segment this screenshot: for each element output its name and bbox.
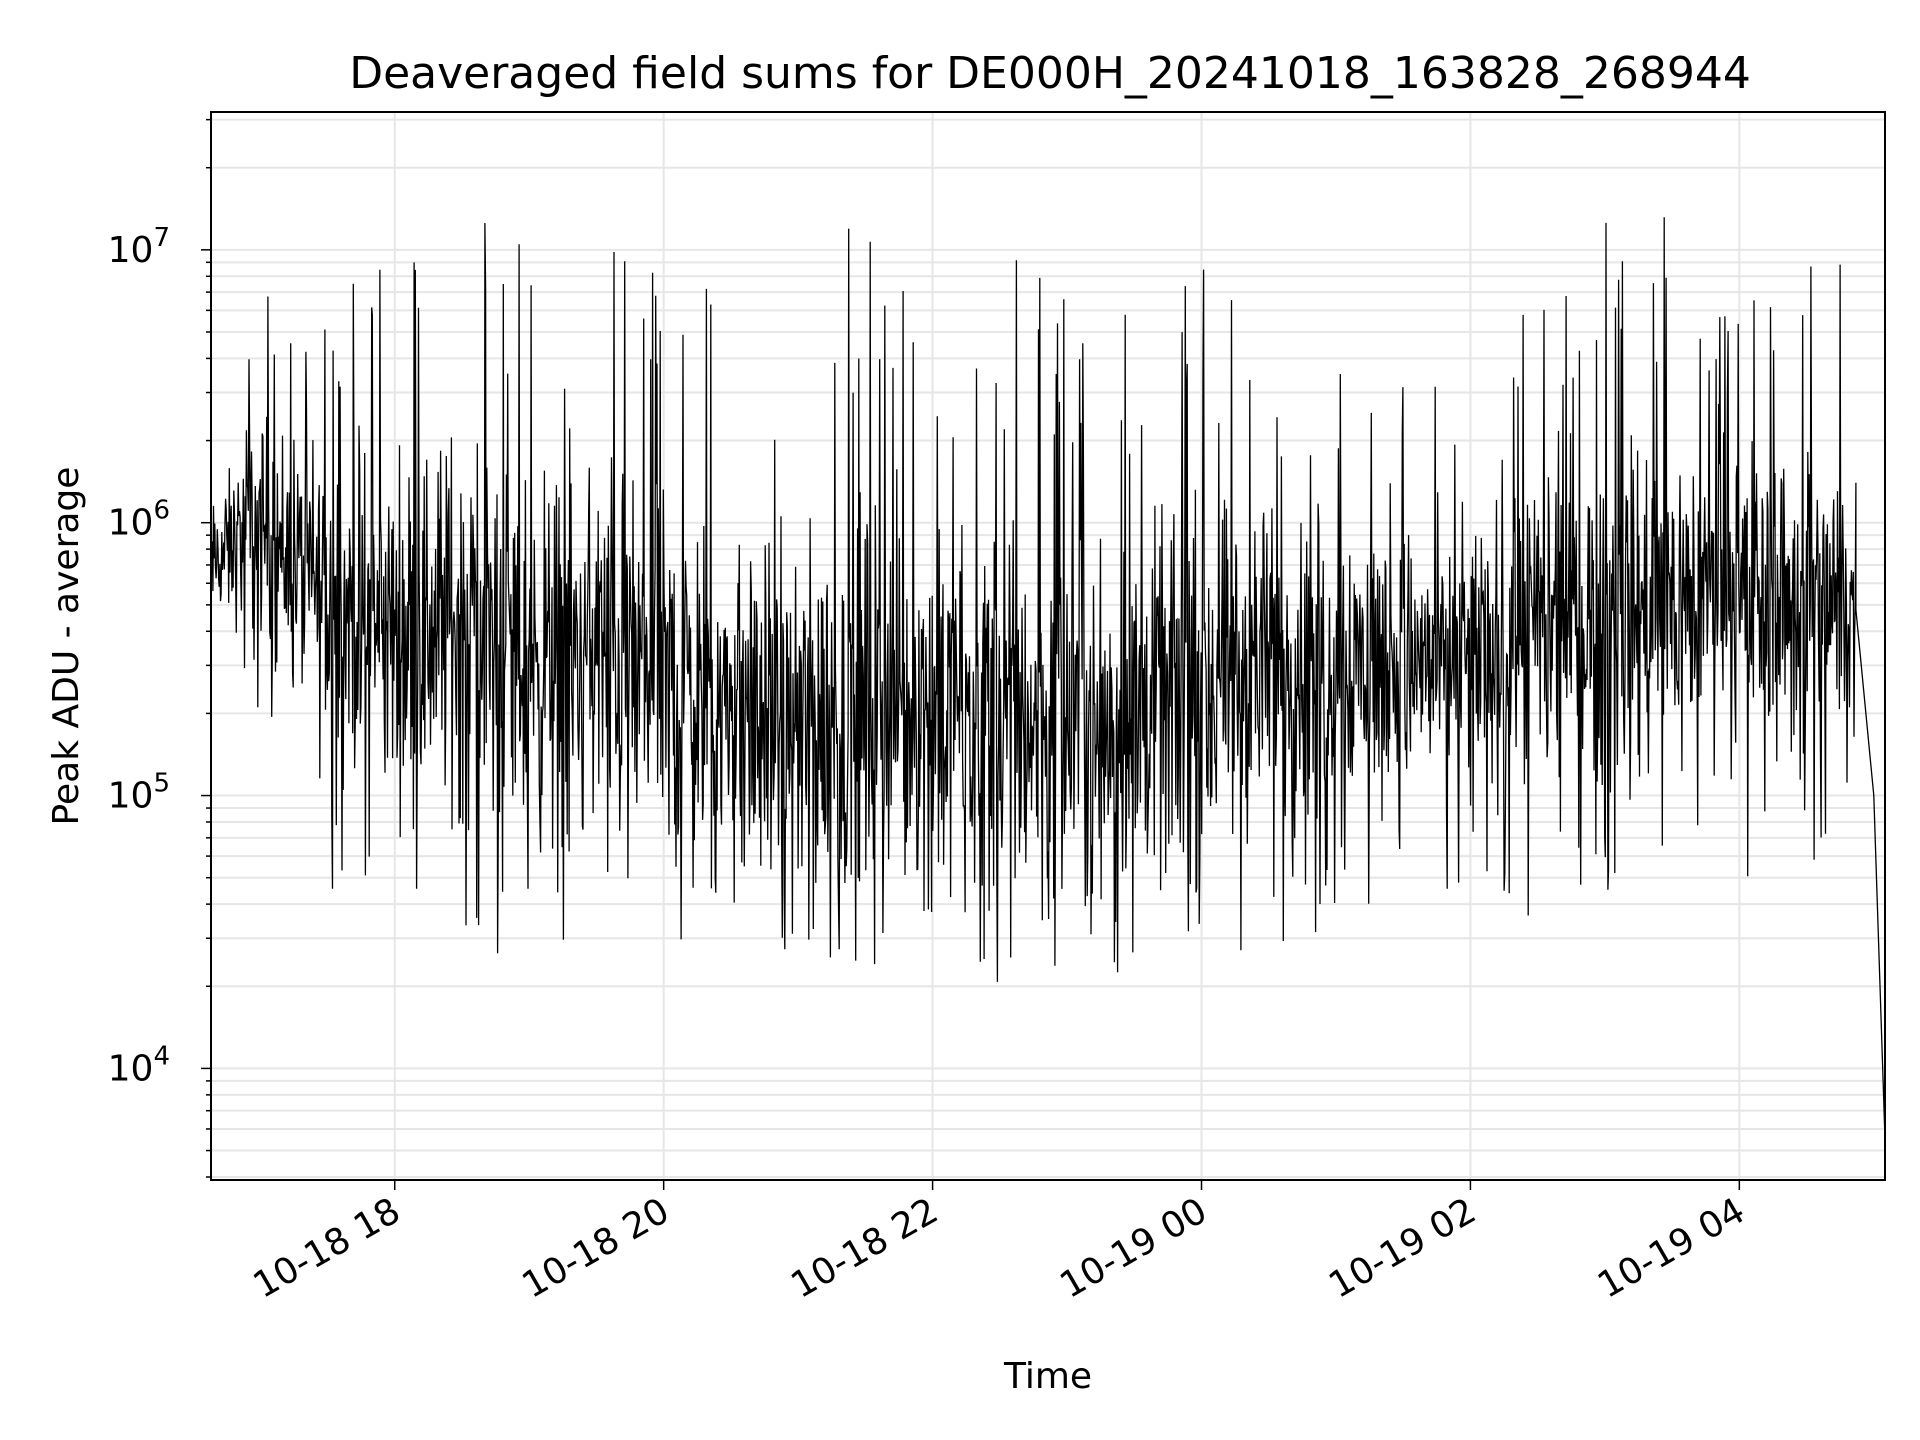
y-tick-label: 105 bbox=[108, 769, 170, 817]
series-line bbox=[211, 217, 1885, 1140]
chart-title: Deaveraged field sums for DE000H_2024101… bbox=[349, 48, 1751, 99]
y-tick-label: 107 bbox=[108, 223, 170, 271]
y-tick-label: 104 bbox=[108, 1041, 170, 1089]
series-path bbox=[211, 217, 1885, 1140]
y-tick-label: 106 bbox=[108, 496, 170, 544]
y-axis-label: Peak ADU - average bbox=[46, 467, 87, 826]
x-axis-label: Time bbox=[1003, 1356, 1092, 1397]
plot-frame bbox=[210, 111, 1886, 1181]
